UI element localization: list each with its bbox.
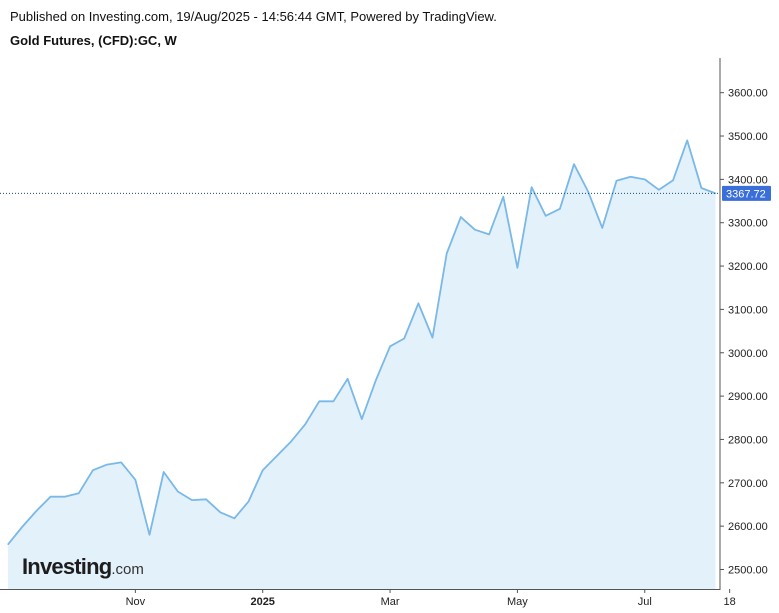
data-point: [49, 496, 52, 498]
y-tick-label: 3400.00: [728, 174, 768, 186]
y-tick-label: 3100.00: [728, 304, 768, 316]
data-point: [658, 189, 660, 191]
y-tick-label: 3300.00: [728, 218, 768, 230]
area-layer: [8, 140, 716, 589]
data-point: [205, 498, 207, 500]
data-point: [714, 192, 717, 194]
chart-title: Gold Futures, (CFD):GC, W: [10, 33, 177, 48]
data-point: [233, 517, 235, 519]
data-point: [361, 418, 363, 420]
data-point: [290, 441, 292, 443]
logo-suffix: .com: [111, 561, 144, 578]
data-point: [191, 499, 193, 501]
data-point: [403, 337, 405, 340]
data-point: [92, 469, 94, 471]
y-tick-label: 2500.00: [728, 564, 768, 576]
x-tick-label: Nov: [126, 596, 146, 608]
data-point: [630, 176, 632, 178]
y-tick-label: 3200.00: [728, 261, 768, 273]
data-point: [163, 471, 165, 473]
data-point: [545, 215, 547, 217]
data-point: [21, 526, 23, 528]
data-point: [531, 186, 533, 188]
y-tick-label: 2600.00: [728, 521, 768, 533]
x-tick-label: Mar: [381, 596, 400, 608]
logo-name: Investing: [22, 554, 112, 579]
data-point: [601, 227, 603, 229]
data-point: [516, 267, 519, 269]
data-point: [120, 461, 122, 463]
y-tick-label: 2800.00: [728, 434, 768, 446]
y-tick-label: 3500.00: [728, 131, 768, 143]
y-axis-ticks: 2500.00 2600.00 2700.00 2800.00 2900.00 3000.…: [720, 88, 768, 576]
investing-logo: Investing.com: [22, 554, 144, 580]
x-tick-label: 18: [724, 596, 736, 608]
data-point: [573, 163, 575, 165]
published-caption: Published on Investing.com, 19/Aug/2025 …: [10, 9, 497, 24]
data-point: [177, 490, 179, 493]
data-point: [304, 423, 306, 425]
data-point: [587, 190, 589, 193]
data-point: [417, 302, 419, 304]
y-tick-label: 3000.00: [728, 348, 768, 360]
series-area: [8, 140, 716, 589]
axis-layer: [0, 58, 721, 590]
data-point: [446, 252, 448, 255]
x-tick-label: 2025: [250, 596, 274, 608]
data-point: [502, 196, 504, 198]
x-tick-label: May: [507, 596, 528, 608]
data-point: [488, 233, 490, 235]
x-tick-label: Jul: [638, 596, 652, 608]
data-point: [644, 178, 646, 180]
data-point: [7, 543, 9, 546]
data-point: [248, 500, 250, 502]
data-point: [347, 378, 349, 380]
data-point: [460, 216, 462, 218]
y-tick-label: 3600.00: [728, 88, 768, 100]
x-axis-ticks: Nov 2025 Mar May Jul 18: [126, 589, 736, 608]
last-price-badge: [722, 185, 771, 201]
data-point: [318, 400, 320, 402]
data-point: [559, 208, 561, 210]
data-point: [64, 496, 66, 498]
y-tick-label: 2700.00: [728, 478, 768, 490]
data-point: [332, 400, 334, 402]
data-point: [375, 379, 377, 381]
data-point: [276, 455, 278, 457]
data-point: [219, 511, 221, 513]
last-price-layer: 3367.72: [0, 185, 771, 201]
y-tick-label: 2900.00: [728, 391, 768, 403]
data-point: [474, 229, 476, 231]
data-point: [389, 345, 391, 347]
data-point: [700, 187, 703, 189]
data-point: [148, 534, 151, 536]
data-point: [431, 337, 434, 339]
data-point: [672, 179, 674, 181]
data-point: [106, 464, 108, 466]
last-price-label: 3367.72: [726, 188, 766, 200]
data-point: [615, 180, 618, 182]
data-point: [78, 492, 80, 494]
line-layer: [7, 139, 717, 546]
data-point: [35, 510, 37, 512]
data-point: [686, 139, 688, 141]
data-point: [134, 479, 136, 481]
data-point: [262, 469, 264, 471]
